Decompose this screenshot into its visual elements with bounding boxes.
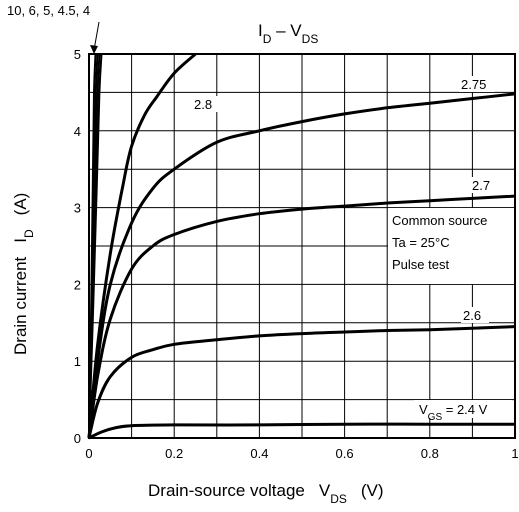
x-tick-label: 0.8 (421, 446, 439, 461)
series-line (87, 325, 516, 439)
tick-labels: 0 0.2 0.4 0.6 0.8 1 0 1 2 3 4 5 (74, 47, 519, 461)
steep-curves-arrowhead (90, 45, 98, 54)
x-tick-label: 0.4 (250, 446, 268, 461)
x-tick-label: 0.2 (165, 446, 183, 461)
x-axis-label: Drain-source voltage VDS (V) (148, 481, 384, 506)
series-line (87, 92, 516, 439)
y-tick-label: 4 (74, 124, 81, 139)
svg-text:2.8: 2.8 (194, 97, 212, 112)
steep-curves-label: 10, 6, 5, 4.5, 4 (7, 3, 90, 18)
steep-curves-arrow (93, 21, 100, 51)
y-tick-label: 0 (74, 431, 81, 446)
series-line (88, 422, 515, 440)
series-line-steep (88, 53, 103, 439)
svg-text:2.7: 2.7 (472, 178, 490, 193)
curves (87, 52, 516, 440)
y-tick-label: 2 (74, 277, 81, 292)
y-tick-label: 3 (74, 201, 81, 216)
y-axis-label: Drain currentID(A) (11, 193, 36, 355)
annotation-box: Common source Ta = 25°C Pulse test (388, 208, 514, 284)
annotation-line-1: Common source (392, 213, 487, 228)
y-tick-label: 5 (74, 47, 81, 62)
curve-label-2-7: 2.7 (470, 177, 498, 193)
curve-label-2-6: 2.6 (461, 307, 489, 323)
svg-text:2.6: 2.6 (463, 308, 481, 323)
svg-text:2.75: 2.75 (461, 77, 486, 92)
curve-label-vgs-2-4: VGS = 2.4 V (414, 400, 512, 423)
annotation-line-3: Pulse test (392, 257, 449, 272)
curve-label-2-75: 2.75 (459, 76, 495, 92)
series-line (87, 194, 516, 439)
plot-frame (88, 53, 516, 439)
annotation-line-2: Ta = 25°C (392, 235, 450, 250)
svg-text:VGS = 2.4 V: VGS = 2.4 V (419, 402, 488, 423)
x-tick-label: 0 (85, 446, 92, 461)
series-line (87, 52, 197, 439)
y-tick-label: 1 (74, 354, 81, 369)
grid (89, 54, 515, 438)
chart-title: ID – VDS (258, 21, 318, 46)
x-tick-label: 1 (511, 446, 518, 461)
curve-label-2-8: 2.8 (191, 96, 221, 112)
x-tick-label: 0.6 (336, 446, 354, 461)
